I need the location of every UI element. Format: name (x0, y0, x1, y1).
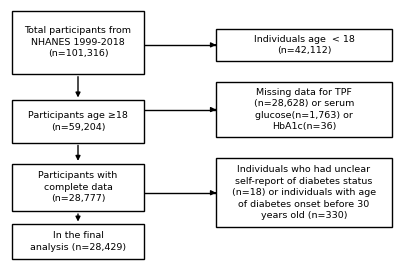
Text: Participants age ≥18
(n=59,204): Participants age ≥18 (n=59,204) (28, 111, 128, 132)
Text: Total participants from
NHANES 1999-2018
(n=101,316): Total participants from NHANES 1999-2018… (24, 26, 132, 58)
FancyBboxPatch shape (216, 29, 392, 61)
FancyBboxPatch shape (216, 158, 392, 227)
Text: Individuals who had unclear
self-report of diabetes status
(n=18) or individuals: Individuals who had unclear self-report … (232, 165, 376, 220)
Text: Participants with
complete data
(n=28,777): Participants with complete data (n=28,77… (38, 172, 118, 203)
Text: Missing data for TPF
(n=28,628) or serum
glucose(n=1,763) or
HbA1c(n=36): Missing data for TPF (n=28,628) or serum… (254, 88, 354, 131)
FancyBboxPatch shape (12, 100, 144, 143)
Text: Individuals age  < 18
(n=42,112): Individuals age < 18 (n=42,112) (254, 35, 354, 55)
FancyBboxPatch shape (12, 11, 144, 74)
FancyBboxPatch shape (216, 82, 392, 137)
Text: In the final
analysis (n=28,429): In the final analysis (n=28,429) (30, 231, 126, 252)
FancyBboxPatch shape (12, 224, 144, 259)
FancyBboxPatch shape (12, 164, 144, 211)
